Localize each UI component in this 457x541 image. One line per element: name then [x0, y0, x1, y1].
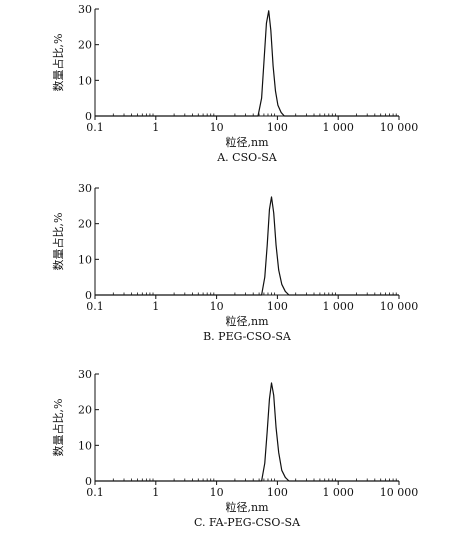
panel-caption: A. CSO-SA — [216, 151, 278, 164]
x-tick-label: 100 — [267, 300, 288, 313]
x-tick-label: 1 000 — [322, 121, 354, 134]
x-axis-title: 粒径,nm — [225, 314, 269, 328]
x-axis-title: 粒径,nm — [225, 135, 269, 149]
distribution-curve-1 — [95, 10, 399, 117]
chart-panel-1: 0 10 20 30 0.1 1 10 100 1 000 10 000 粒径,nm A. CSO-S… — [51, 3, 418, 164]
y-tick-label: 0 — [85, 110, 92, 123]
y-tick-label: 30 — [78, 3, 92, 16]
x-tick-label: 100 — [267, 486, 288, 499]
x-tick-label: 100 — [267, 121, 288, 134]
y-tick-label: 0 — [85, 475, 92, 488]
distribution-curve-1 — [95, 382, 399, 482]
x-tick-label: 1 — [152, 300, 159, 313]
y-tick-label: 20 — [78, 404, 92, 417]
x-tick-label: 1 — [152, 121, 159, 134]
y-tick-label: 10 — [78, 253, 92, 266]
panel-caption: C. FA-PEG-CSO-SA — [194, 516, 301, 529]
distribution-curve-1 — [95, 196, 399, 296]
x-tick-label: 0.1 — [86, 121, 104, 134]
y-axis-title: 数量占比,% — [51, 34, 65, 92]
y-tick-label: 30 — [78, 182, 92, 195]
x-tick-label: 10 — [210, 486, 224, 499]
y-axis-title: 数量占比,% — [51, 399, 65, 457]
y-axis-title: 数量占比,% — [51, 213, 65, 271]
y-tick-label: 20 — [78, 218, 92, 231]
y-tick-label: 10 — [78, 74, 92, 87]
chart-panel-2: 0 10 20 30 0.1 1 10 100 1 000 10 000 粒径,nm B. PEG-C… — [51, 182, 418, 343]
y-tick-label: 30 — [78, 368, 92, 381]
x-tick-label: 0.1 — [86, 486, 104, 499]
y-tick-label: 20 — [78, 39, 92, 52]
y-tick-label: 0 — [85, 289, 92, 302]
x-axis-title: 粒径,nm — [225, 500, 269, 514]
x-tick-label: 10 000 — [380, 300, 419, 313]
panel-caption: B. PEG-CSO-SA — [203, 330, 292, 343]
y-tick-label: 10 — [78, 439, 92, 452]
x-tick-label: 10 000 — [380, 121, 419, 134]
x-tick-label: 10 — [210, 300, 224, 313]
x-tick-label: 1 000 — [322, 300, 354, 313]
x-tick-label: 0.1 — [86, 300, 104, 313]
x-tick-label: 1 — [152, 486, 159, 499]
x-tick-label: 1 000 — [322, 486, 354, 499]
x-tick-label: 10 000 — [380, 486, 419, 499]
chart-panel-3: 0 10 20 30 0.1 1 10 100 1 000 10 000 粒径,nm C. FA-PE… — [51, 368, 418, 529]
x-tick-label: 10 — [210, 121, 224, 134]
